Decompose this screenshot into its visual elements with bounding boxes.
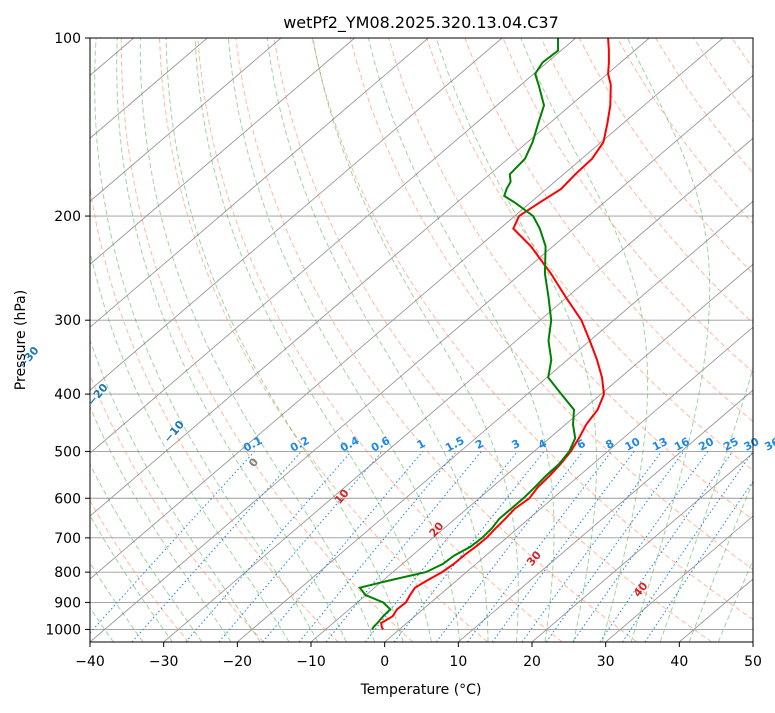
y-tick-label: 500 bbox=[54, 444, 81, 460]
x-tick-label: 10 bbox=[449, 654, 467, 670]
x-tick-label: −20 bbox=[223, 654, 253, 670]
y-tick-label: 700 bbox=[54, 531, 81, 547]
x-tick-label: 50 bbox=[744, 654, 762, 670]
x-tick-label: 30 bbox=[597, 654, 615, 670]
y-tick-label: 100 bbox=[54, 31, 81, 47]
y-tick-label: 600 bbox=[54, 491, 81, 507]
y-tick-label: 900 bbox=[54, 595, 81, 611]
x-tick-label: −40 bbox=[75, 654, 105, 670]
y-tick-label: 300 bbox=[54, 313, 81, 329]
x-tick-label: 20 bbox=[523, 654, 541, 670]
y-tick-label: 800 bbox=[54, 565, 81, 581]
x-tick-label: −30 bbox=[149, 654, 179, 670]
x-tick-label: 40 bbox=[670, 654, 688, 670]
y-tick-label: 200 bbox=[54, 209, 81, 225]
x-tick-label: −10 bbox=[296, 654, 326, 670]
chart-title: wetPf2_YM08.2025.320.13.04.C37 bbox=[283, 13, 559, 33]
x-tick-label: 0 bbox=[380, 654, 389, 670]
y-tick-label: 1000 bbox=[45, 622, 81, 638]
y-axis-label: Pressure (hPa) bbox=[13, 290, 29, 390]
y-tick-label: 400 bbox=[54, 387, 81, 403]
x-axis-label: Temperature (°C) bbox=[360, 682, 482, 698]
